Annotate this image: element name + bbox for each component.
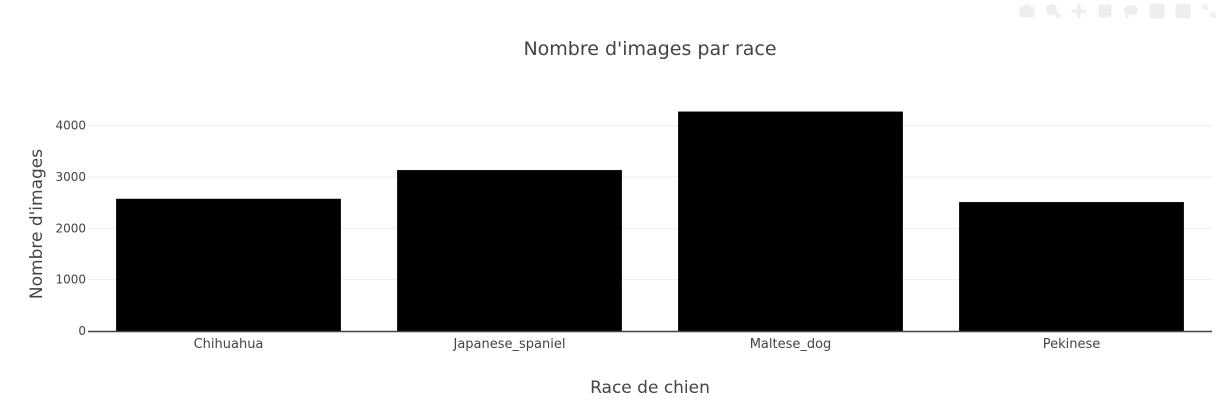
x-tick-label: Japanese_spaniel: [453, 337, 566, 352]
box-select-icon[interactable]: [1094, 2, 1116, 20]
x-tick-label: Maltese_dog: [750, 337, 832, 352]
y-tick-label: 2000: [55, 221, 86, 235]
y-tick-labels: 0 1000 2000 3000 4000: [55, 119, 86, 338]
x-tick-label: Pekinese: [1043, 337, 1101, 352]
x-axis-title: Race de chien: [590, 378, 710, 398]
lasso-icon[interactable]: [1120, 2, 1142, 20]
y-tick-label: 3000: [55, 170, 86, 184]
bar-pekinese[interactable]: [959, 202, 1184, 331]
modebar: [1016, 2, 1220, 20]
y-tick-label: 1000: [55, 273, 86, 287]
autoscale-icon[interactable]: [1198, 2, 1220, 20]
x-tick-label: Chihuahua: [194, 337, 264, 352]
camera-icon[interactable]: [1016, 2, 1038, 20]
zoom-icon[interactable]: [1042, 2, 1064, 20]
bar-chihuahua[interactable]: [116, 198, 341, 331]
pan-icon[interactable]: [1068, 2, 1090, 20]
zoom-in-icon[interactable]: [1146, 2, 1168, 20]
bar-japanese_spaniel[interactable]: [397, 170, 622, 331]
y-tick-label: 0: [78, 324, 86, 338]
bars: [116, 111, 1184, 331]
zoom-out-icon[interactable]: [1172, 2, 1194, 20]
x-tick-labels: Chihuahua Japanese_spaniel Maltese_dog Peki…: [194, 337, 1101, 352]
chart-title: Nombre d'images par race: [523, 38, 776, 60]
y-tick-label: 4000: [55, 119, 86, 133]
y-axis-title: Nombre d'images: [27, 149, 47, 299]
bar-maltese_dog[interactable]: [678, 111, 903, 331]
